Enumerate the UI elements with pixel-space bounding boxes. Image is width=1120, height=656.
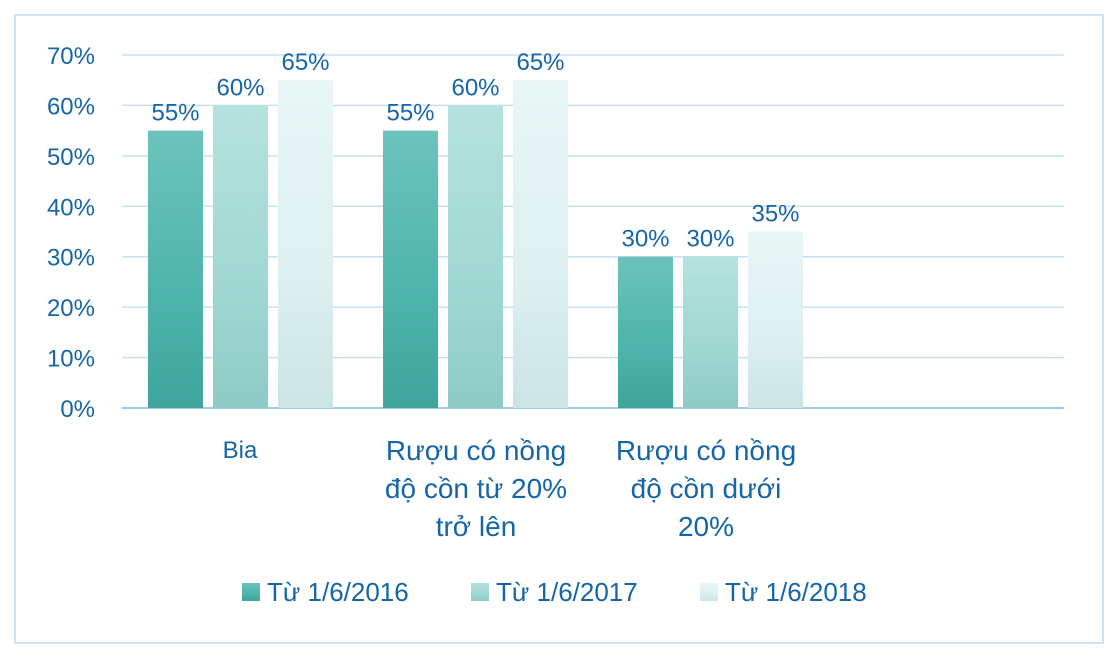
bar — [148, 130, 203, 408]
x-category-label: Bia — [223, 437, 258, 464]
data-label: 30% — [686, 226, 734, 253]
data-label: 65% — [516, 49, 564, 76]
bar — [513, 80, 568, 408]
legend-label: Từ 1/6/2016 — [267, 577, 409, 607]
y-tick-label: 60% — [47, 93, 95, 120]
legend-swatch — [700, 583, 718, 601]
legend-swatch — [471, 583, 489, 601]
legend-swatch — [242, 583, 260, 601]
bar — [213, 105, 268, 408]
data-label: 55% — [386, 100, 434, 127]
legend-label: Từ 1/6/2017 — [496, 577, 638, 607]
data-label: 60% — [216, 74, 264, 101]
x-category-label: Rượu có nồng độ cồn từ 20% trở lên — [385, 435, 567, 542]
y-tick-label: 30% — [47, 245, 95, 272]
data-label: 55% — [151, 100, 199, 127]
bar — [448, 105, 503, 408]
bar — [383, 130, 438, 408]
data-label: 35% — [751, 201, 799, 228]
x-axis: Bia Rượu có nồng độ cồn từ 20% trở lên Rượu … — [223, 435, 797, 542]
data-labels: 55% 55% 30% 60% 60% 30% 65% 65% 35% — [151, 49, 799, 253]
legend-label: Từ 1/6/2018 — [725, 577, 867, 607]
y-axis: 0% 10% 20% 30% 40% 50% 60% 70% — [47, 43, 95, 423]
bar — [618, 256, 673, 408]
data-label: 60% — [451, 74, 499, 101]
y-tick-label: 40% — [47, 194, 95, 221]
y-tick-label: 10% — [47, 346, 95, 373]
data-label: 65% — [281, 49, 329, 76]
bar — [278, 80, 333, 408]
x-category-label: Rượu có nồng độ cồn dưới 20% — [616, 435, 796, 542]
bars — [148, 80, 803, 408]
y-tick-label: 20% — [47, 295, 95, 322]
y-tick-label: 70% — [47, 43, 95, 70]
y-tick-label: 50% — [47, 144, 95, 171]
bar — [748, 231, 803, 408]
y-tick-label: 0% — [60, 396, 95, 423]
bar — [683, 256, 738, 408]
data-label: 30% — [621, 226, 669, 253]
legend: Từ 1/6/2016 Từ 1/6/2017 Từ 1/6/2018 — [242, 577, 867, 607]
